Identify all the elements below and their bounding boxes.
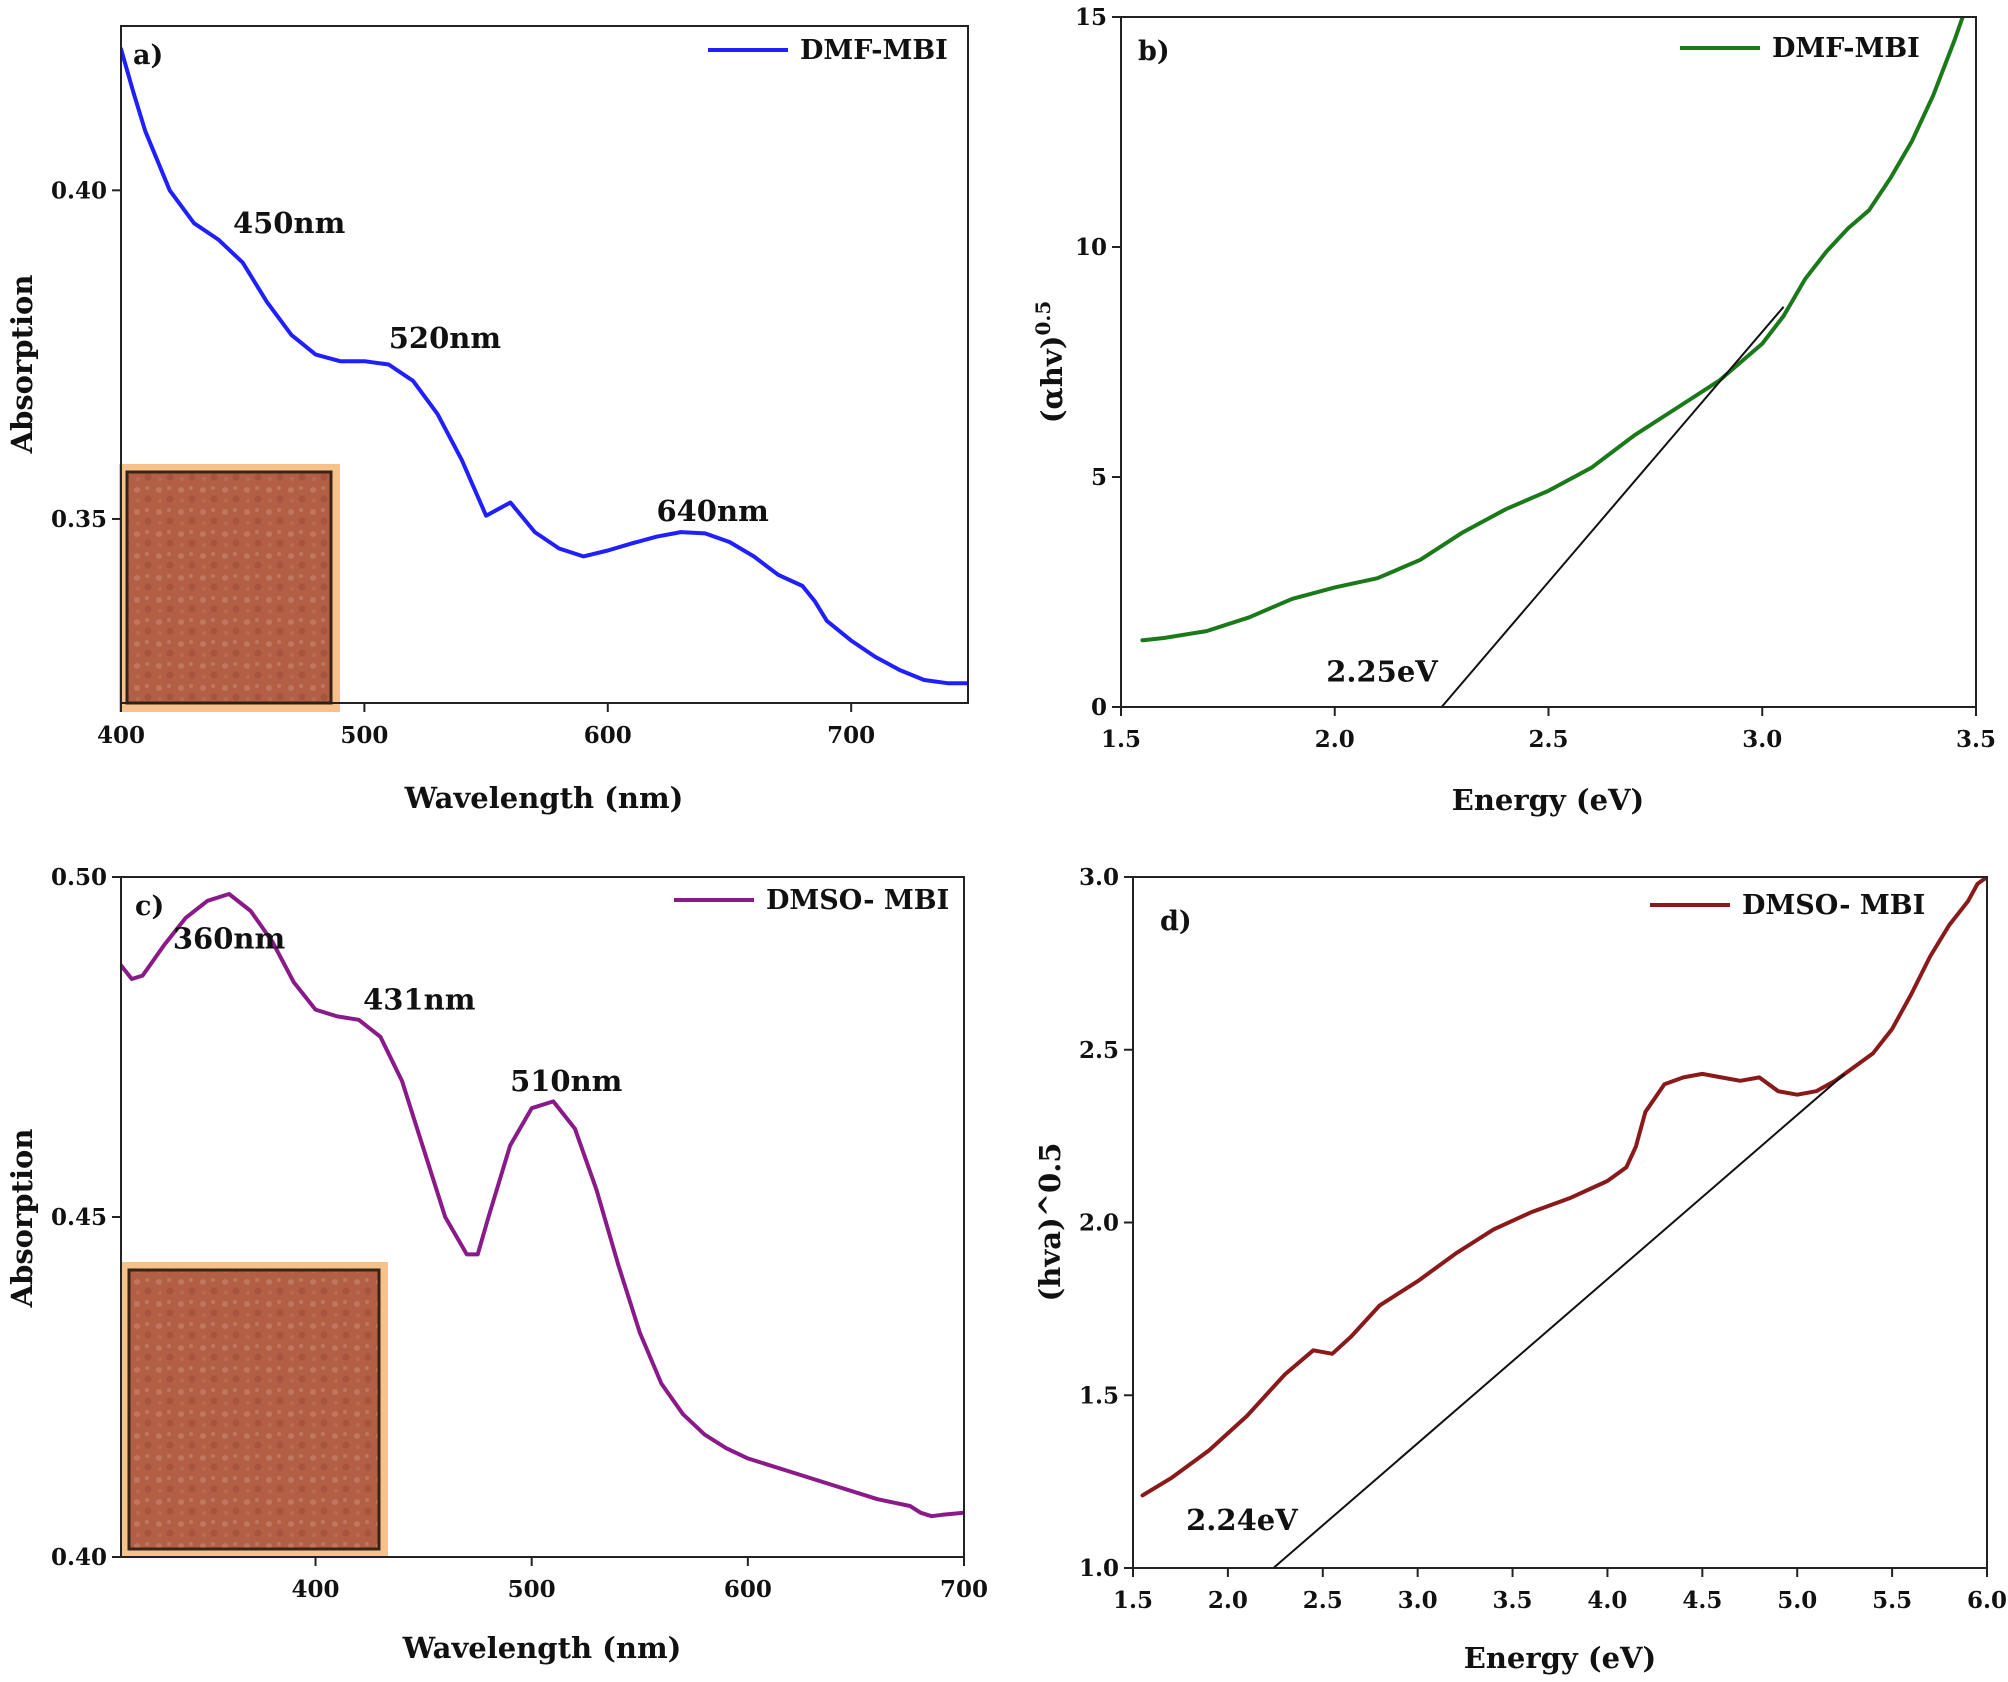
x-tick-label-d-8: 5.5 <box>1872 1587 1912 1614</box>
panel-c: 400 500 600 700 0.40 0.45 0.50 360nm 431nm 510nm… <box>5 864 988 1665</box>
y-axis-title-a: Absorption <box>5 275 39 455</box>
y-tick-label-c-0: 0.40 <box>51 1544 107 1571</box>
panel-label-a: a) <box>133 40 163 71</box>
inset-image-c <box>127 1268 381 1551</box>
x-tick-label-a-2: 600 <box>584 722 632 749</box>
x-tick-label-b-0: 1.5 <box>1101 726 1141 753</box>
x-tick-label-a-0: 400 <box>97 722 145 749</box>
x-tick-label-d-0: 1.5 <box>1113 1587 1153 1614</box>
annotation-c-0: 360nm <box>173 921 286 955</box>
y-tick-label-d-4: 3.0 <box>1079 864 1119 891</box>
annotation-c-2: 510nm <box>510 1064 623 1098</box>
series-line-b-0 <box>1140 17 1965 643</box>
panel-label-c: c) <box>135 891 164 922</box>
x-axis-title-c: Wavelength (nm) <box>402 1631 682 1665</box>
panel-d: 1.5 2.0 2.5 3.0 3.5 4.0 4.5 5.0 5.5 6.0 1.0 1.5 2.0 2… <box>1033 864 2007 1675</box>
legend-label-c: DMSO- MBI <box>766 885 949 916</box>
panel-label-b: b) <box>1138 36 1170 67</box>
x-tick-label-d-6: 4.5 <box>1682 1587 1722 1614</box>
panel-label-d: d) <box>1160 906 1192 937</box>
annotation-a-1: 520nm <box>389 321 502 355</box>
fit-line-b <box>1440 306 1785 707</box>
y-tick-label-d-0: 1.0 <box>1079 1555 1119 1582</box>
annotation-b-0: 2.25eV <box>1326 655 1438 689</box>
series-line-a-0 <box>121 47 968 686</box>
x-tick-label-d-4: 3.5 <box>1493 1587 1533 1614</box>
annotation-d-0: 2.24eV <box>1186 1503 1298 1537</box>
y-tick-label-a-1: 0.40 <box>51 177 107 204</box>
inset-glow-a <box>119 464 340 712</box>
inset-photo-a <box>119 464 340 712</box>
inset-photo-c <box>121 1262 388 1557</box>
x-tick-label-b-4: 3.5 <box>1956 726 1996 753</box>
y-tick-label-d-1: 1.5 <box>1079 1382 1119 1409</box>
y-tick-label-d-3: 2.5 <box>1079 1037 1119 1064</box>
y-tick-label-a-0: 0.35 <box>51 506 107 533</box>
legend-d: DMSO- MBI <box>1650 890 1925 921</box>
annotation-a-2: 640nm <box>656 494 769 528</box>
x-axis-title-d: Energy (eV) <box>1464 1641 1657 1675</box>
legend-label-b: DMF-MBI <box>1772 33 1920 64</box>
x-tick-label-c-0: 400 <box>292 1576 340 1603</box>
x-tick-label-b-1: 2.0 <box>1315 726 1355 753</box>
y-tick-label-c-2: 0.50 <box>51 864 107 891</box>
x-tick-label-d-7: 5.0 <box>1777 1587 1817 1614</box>
x-tick-label-d-1: 2.0 <box>1208 1587 1248 1614</box>
x-axis-title-a: Wavelength (nm) <box>404 781 684 815</box>
x-tick-label-c-2: 600 <box>724 1576 772 1603</box>
y-tick-label-b-2: 10 <box>1075 234 1107 261</box>
x-axis-title-b: Energy (eV) <box>1452 783 1645 817</box>
fit-line-d <box>1272 1073 1846 1568</box>
annotation-a-0: 450nm <box>233 206 346 240</box>
series-line-d-0 <box>1140 877 1987 1498</box>
x-tick-label-a-1: 500 <box>340 722 388 749</box>
annotation-c-1: 431nm <box>363 983 476 1017</box>
y-tick-label-d-2: 2.0 <box>1079 1210 1119 1237</box>
x-tick-label-d-2: 2.5 <box>1303 1587 1343 1614</box>
plot-frame-d <box>1132 876 1988 1569</box>
inset-image-a <box>125 470 333 705</box>
legend-label-d: DMSO- MBI <box>1742 890 1925 921</box>
legend-b: DMF-MBI <box>1680 33 1920 64</box>
y-axis-title-c: Absorption <box>5 1129 39 1309</box>
y-tick-label-c-1: 0.45 <box>51 1204 107 1231</box>
y-axis-title-d: (hva)^0.5 <box>1033 1143 1067 1302</box>
legend-c: DMSO- MBI <box>674 885 949 916</box>
x-tick-label-b-2: 2.5 <box>1528 726 1568 753</box>
y-axis-title-b: (αhv)0.5 <box>1031 301 1069 424</box>
inset-glow-c <box>121 1262 388 1557</box>
x-tick-label-d-9: 6.0 <box>1967 1587 2007 1614</box>
x-tick-label-d-3: 3.0 <box>1398 1587 1438 1614</box>
x-tick-label-c-3: 700 <box>940 1576 988 1603</box>
x-tick-label-d-5: 4.0 <box>1587 1587 1627 1614</box>
legend-label-a: DMF-MBI <box>800 35 948 66</box>
x-tick-label-c-1: 500 <box>508 1576 556 1603</box>
series-line-c-0 <box>121 892 964 1519</box>
legend-a: DMF-MBI <box>708 35 948 66</box>
y-axis-title-b-sup: 0.5 <box>1031 301 1055 336</box>
y-tick-label-b-3: 15 <box>1075 4 1107 31</box>
y-axis-title-b-base: (αhv) <box>1035 336 1069 424</box>
plot-frame-b <box>1120 16 1977 708</box>
plot-frame-a <box>120 25 969 704</box>
x-tick-label-b-3: 3.0 <box>1742 726 1782 753</box>
x-tick-label-a-3: 700 <box>827 722 875 749</box>
y-tick-label-b-0: 0 <box>1091 694 1107 721</box>
y-tick-label-b-1: 5 <box>1091 464 1107 491</box>
